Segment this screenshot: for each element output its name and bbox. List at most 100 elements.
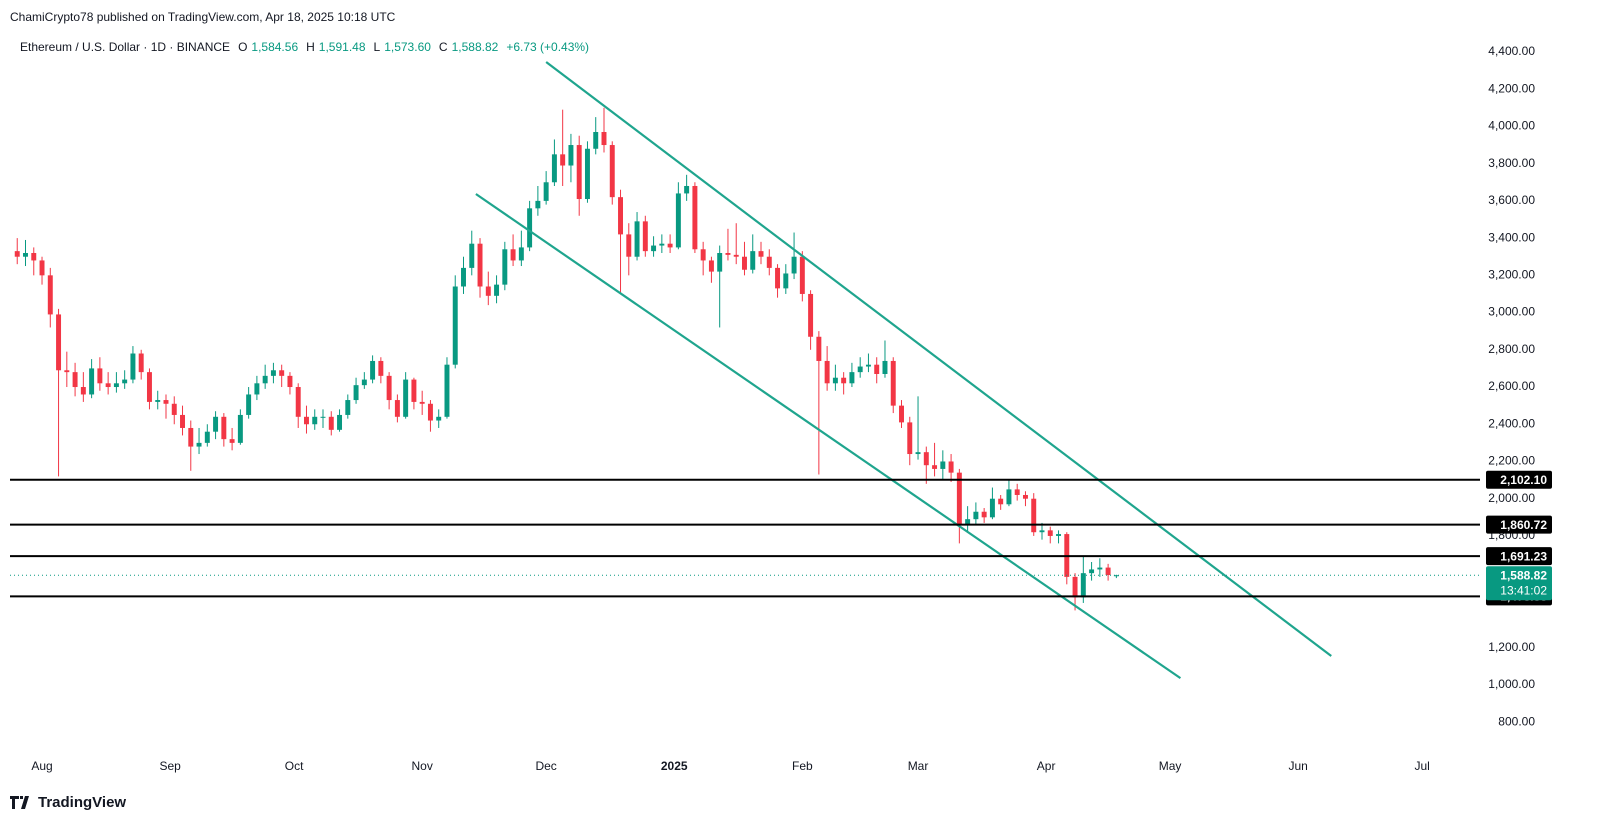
candle-body <box>965 519 971 525</box>
candle-body <box>237 414 243 443</box>
candle-body <box>361 379 367 386</box>
candle-body <box>485 286 491 296</box>
candle-body <box>543 182 549 201</box>
candle-body <box>783 273 789 289</box>
trend-line <box>545 61 1332 657</box>
candle-body <box>452 286 458 365</box>
candle-body <box>667 243 673 248</box>
candle-body <box>113 383 119 388</box>
x-tick-label: Oct <box>285 759 304 773</box>
y-tick-label: 2,400.00 <box>1488 416 1535 430</box>
candle-body <box>469 243 475 268</box>
candle-body <box>865 364 871 367</box>
candle-body <box>832 377 838 384</box>
candle-body <box>733 254 739 257</box>
candle-body <box>138 353 144 373</box>
candle-body <box>527 208 533 248</box>
candle-body <box>31 252 37 261</box>
candle-body <box>419 401 425 404</box>
candle-body <box>180 414 185 428</box>
y-tick-label: 3,000.00 <box>1488 305 1535 319</box>
x-tick-label: Nov <box>412 759 433 773</box>
candle-body <box>717 252 723 272</box>
brand: TradingView <box>38 794 127 811</box>
candle-body <box>494 284 500 296</box>
candle-body <box>684 185 690 194</box>
candle-body <box>47 275 53 315</box>
y-tick-label: 2,600.00 <box>1488 379 1535 393</box>
candle-body <box>634 221 640 257</box>
y-tick-label: 1,200.00 <box>1488 640 1535 654</box>
candle-body <box>998 498 1004 505</box>
y-tick-label: 3,200.00 <box>1488 268 1535 282</box>
x-tick-label: Jul <box>1414 759 1429 773</box>
candle-body <box>89 368 95 395</box>
candle-body <box>956 472 962 525</box>
candle-body <box>1022 494 1028 499</box>
candle-body <box>345 400 351 415</box>
candle-body <box>196 442 202 447</box>
x-tick-label: Mar <box>908 759 929 773</box>
candle-body <box>940 461 946 469</box>
candle-body <box>1014 489 1020 495</box>
candle-body <box>394 400 400 417</box>
candle-body <box>551 154 557 183</box>
y-tick-label: 3,400.00 <box>1488 230 1535 244</box>
candle-body <box>932 465 938 469</box>
candle-body <box>23 252 28 257</box>
y-tick-label: 1,000.00 <box>1488 677 1535 691</box>
candle-body <box>213 416 219 432</box>
candle-body <box>899 405 904 423</box>
candle-body <box>857 366 863 373</box>
candle-body <box>304 416 309 425</box>
countdown: 13:41:02 <box>1500 583 1547 597</box>
candle-body <box>39 260 45 276</box>
trend-line <box>475 193 1182 680</box>
candle-body <box>122 379 128 384</box>
candle-body <box>907 422 913 455</box>
candle-body <box>171 403 177 415</box>
candle-body <box>1072 576 1078 598</box>
candle-body <box>254 383 260 395</box>
candle-body <box>816 336 822 361</box>
ohlc-key: L <box>373 40 381 54</box>
candle-body <box>799 256 805 294</box>
candle-body <box>72 372 78 388</box>
candle-body <box>700 249 706 261</box>
candle-body <box>882 360 888 374</box>
candle-body <box>411 379 417 402</box>
candle-body <box>692 185 698 250</box>
candle-body <box>1105 567 1111 576</box>
candle-body <box>1006 489 1012 505</box>
ohlc-key: C <box>438 40 448 54</box>
candle-body <box>1080 573 1086 598</box>
y-tick-label: 2,800.00 <box>1488 342 1535 356</box>
candle-body <box>1039 530 1045 533</box>
candle-body <box>502 249 508 285</box>
candle-body <box>675 193 681 248</box>
candle-body <box>576 145 582 200</box>
candle-body <box>518 247 524 261</box>
candle-body <box>1089 569 1095 574</box>
candle-body <box>568 145 574 166</box>
candle-body <box>725 252 731 255</box>
candle-body <box>64 370 70 373</box>
candle-body <box>742 256 747 270</box>
candle-body <box>461 267 466 287</box>
ohlc-value: 1,588.82 <box>451 40 499 54</box>
y-tick-label: 4,400.00 <box>1488 44 1535 58</box>
candle-body <box>229 439 235 443</box>
candle-body <box>97 368 103 384</box>
change: +6.73 (+0.43%) <box>506 40 590 54</box>
candle-body <box>708 260 714 272</box>
candle-body <box>849 372 855 384</box>
level-label-box <box>1486 547 1552 566</box>
candle-body <box>948 461 954 473</box>
candle-body <box>1031 498 1037 533</box>
candle-body <box>1047 530 1053 536</box>
candle-body <box>80 387 86 395</box>
candle-body <box>584 148 590 200</box>
y-tick-label: 800.00 <box>1498 714 1535 728</box>
ohlc-key: H <box>306 40 315 54</box>
